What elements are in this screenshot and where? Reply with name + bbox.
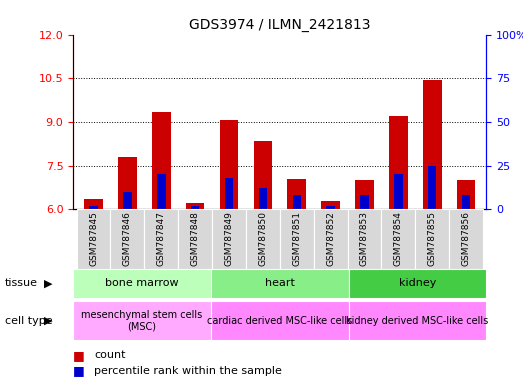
Bar (212, 209, 246, 269)
Bar (449, 209, 483, 269)
Text: GSM787851: GSM787851 (292, 211, 301, 266)
Bar (220, 121, 238, 209)
Text: kidney: kidney (399, 278, 436, 288)
Bar (73, 269, 211, 298)
Text: GSM787852: GSM787852 (326, 211, 335, 266)
Title: GDS3974 / ILMN_2421813: GDS3974 / ILMN_2421813 (189, 18, 371, 32)
Bar (254, 141, 272, 209)
Bar (349, 301, 486, 340)
Text: count: count (94, 350, 126, 360)
Bar (360, 195, 369, 209)
Bar (246, 209, 280, 269)
Bar (457, 180, 475, 209)
Bar (259, 188, 267, 209)
Bar (355, 180, 374, 209)
Bar (415, 209, 449, 269)
Text: ■: ■ (73, 364, 85, 377)
Text: ▶: ▶ (44, 316, 53, 326)
Text: GSM787848: GSM787848 (191, 211, 200, 266)
Bar (348, 209, 381, 269)
Text: ■: ■ (73, 349, 85, 362)
Bar (89, 206, 98, 209)
Text: heart: heart (265, 278, 295, 288)
Text: ▶: ▶ (44, 278, 53, 288)
Text: GSM787856: GSM787856 (462, 211, 471, 266)
Text: GSM787846: GSM787846 (123, 211, 132, 266)
Text: tissue: tissue (5, 278, 38, 288)
Text: bone marrow: bone marrow (105, 278, 179, 288)
Text: GSM787845: GSM787845 (89, 211, 98, 266)
Bar (280, 209, 314, 269)
Bar (152, 112, 170, 209)
Bar (394, 174, 403, 209)
Bar (381, 209, 415, 269)
Bar (349, 269, 486, 298)
Bar (389, 116, 407, 209)
Bar (76, 209, 110, 269)
Text: GSM787850: GSM787850 (258, 211, 267, 266)
Bar (462, 195, 470, 209)
Text: GSM787854: GSM787854 (394, 211, 403, 266)
Bar (186, 204, 204, 209)
Bar (191, 206, 199, 209)
Text: GSM787855: GSM787855 (428, 211, 437, 266)
Bar (157, 174, 165, 209)
Bar (321, 200, 340, 209)
Bar (144, 209, 178, 269)
Bar (288, 179, 306, 209)
Bar (110, 209, 144, 269)
Text: GSM787847: GSM787847 (157, 211, 166, 266)
Bar (423, 80, 441, 209)
Bar (118, 157, 137, 209)
Bar (211, 269, 349, 298)
Text: GSM787849: GSM787849 (224, 211, 233, 266)
Bar (292, 195, 301, 209)
Bar (225, 178, 233, 209)
Bar (428, 166, 436, 209)
Text: cell type: cell type (5, 316, 53, 326)
Text: cardiac derived MSC-like cells: cardiac derived MSC-like cells (207, 316, 353, 326)
Bar (314, 209, 348, 269)
Bar (326, 206, 335, 209)
Bar (211, 301, 349, 340)
Text: kidney derived MSC-like cells: kidney derived MSC-like cells (346, 316, 488, 326)
Text: mesenchymal stem cells
(MSC): mesenchymal stem cells (MSC) (82, 310, 203, 331)
Bar (73, 301, 211, 340)
Bar (84, 199, 103, 209)
Text: percentile rank within the sample: percentile rank within the sample (94, 366, 282, 376)
Bar (123, 192, 132, 209)
Bar (178, 209, 212, 269)
Text: GSM787853: GSM787853 (360, 211, 369, 266)
